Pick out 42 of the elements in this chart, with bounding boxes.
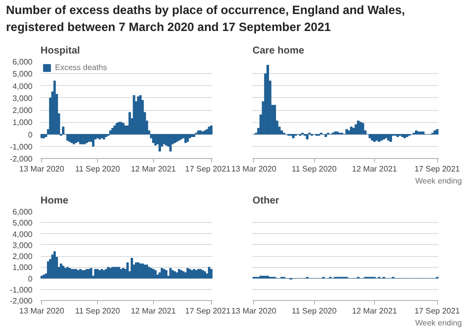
x-tick-label: 17 Sep 2021 [185, 306, 232, 316]
y-tick-label: 5,000 [12, 218, 34, 228]
x-tick-label: 13 Mar 2020 [19, 306, 65, 316]
x-tick-label: 17 Sep 2021 [185, 164, 232, 174]
y-tick-label: 5,000 [12, 70, 34, 79]
y-tick-label: -2,000 [10, 154, 34, 164]
y-tick-label: -1,000 [10, 142, 34, 152]
y-tick-label: 6,000 [12, 208, 34, 216]
x-axis-title: Week ending [415, 176, 462, 186]
x-tick-label: 12 Mar 2021 [352, 306, 398, 316]
legend-label: Excess deaths [55, 63, 108, 72]
y-tick-label: 2,000 [12, 106, 34, 115]
x-tick-label: 11 Sep 2020 [292, 306, 338, 316]
chart-title: Other [252, 196, 280, 206]
y-tick-label: 4,000 [12, 82, 34, 91]
y-tick-label: 3,000 [12, 240, 34, 250]
chart-subtitle: Hospital [40, 46, 80, 56]
x-axis-title: Week ending [415, 318, 462, 328]
x-tick-label: 13 Mar 2020 [231, 164, 277, 174]
chart-title: Home [40, 196, 69, 206]
y-tick-label: 1,000 [12, 263, 34, 272]
y-tick-label: 4,000 [12, 230, 34, 239]
y-tick-label: 0 [28, 274, 34, 284]
x-tick-label: 11 Sep 2020 [75, 306, 120, 316]
y-tick-label: 1,000 [12, 118, 34, 128]
x-tick-label: 11 Sep 2020 [75, 164, 120, 174]
y-tick-label: 0 [28, 130, 34, 140]
y-tick-label: 6,000 [12, 58, 34, 66]
y-tick-label: -1,000 [10, 285, 34, 294]
chart-title: Care home [252, 46, 305, 56]
x-tick-label: 12 Mar 2021 [130, 164, 176, 174]
y-tick-label: 3,000 [12, 94, 34, 103]
x-tick-label: 17 Sep 2021 [414, 164, 460, 174]
x-tick-label: 13 Mar 2020 [19, 164, 65, 174]
chart-title: Number of excess deaths by place of occurrence, England and Wales, registered between 7 March 2020 and 17 September 2021 [6, 3, 406, 34]
x-tick-label: 12 Mar 2021 [352, 164, 398, 174]
x-tick-label: 12 Mar 2021 [130, 306, 176, 316]
x-tick-label: 17 Sep 2021 [414, 306, 460, 316]
y-tick-label: -2,000 [10, 296, 34, 306]
x-tick-label: 13 Mar 2020 [231, 306, 277, 316]
x-tick-label: 11 Sep 2020 [292, 164, 338, 174]
y-tick-label: 2,000 [12, 252, 34, 261]
